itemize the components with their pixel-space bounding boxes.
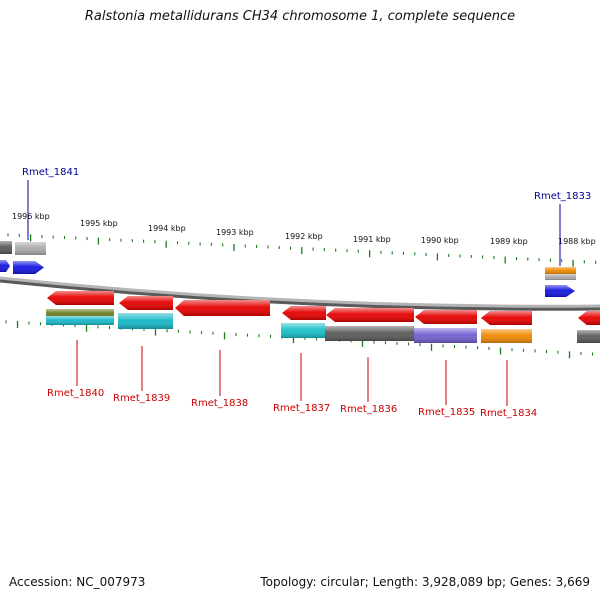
- reverse-gene-feature: [281, 323, 325, 338]
- gene-label[interactable]: Rmet_1834: [480, 408, 537, 419]
- gene-label[interactable]: Rmet_1837: [273, 403, 330, 414]
- forward-gene-feature: [545, 274, 576, 280]
- scale-ticks-lower: [5, 320, 594, 359]
- reverse-gene-feature: [578, 311, 600, 325]
- reverse-gene-feature: [325, 326, 414, 341]
- backbone-shadow: [0, 277, 600, 311]
- scale-ticks-upper: [7, 233, 597, 267]
- gene-label[interactable]: Rmet_1833: [534, 191, 591, 202]
- forward-gene-feature: [13, 261, 44, 274]
- forward-gene-feature: [0, 260, 10, 272]
- reverse-gene-feature: [175, 300, 270, 316]
- reverse-gene-feature: [119, 296, 173, 310]
- forward-gene-feature: [545, 267, 576, 274]
- backbone: [0, 276, 600, 308]
- forward-gene-feature: [15, 242, 46, 255]
- scale-label: 1992 kbp: [285, 232, 323, 241]
- reverse-gene-feature: [46, 316, 114, 325]
- reverse-gene-feature: [481, 329, 532, 343]
- scale-label: 1991 kbp: [353, 235, 391, 244]
- gene-labels: Rmet_1841 Rmet_1833 Rmet_1840 Rmet_1839 Rmet…: [22, 167, 591, 419]
- forward-gene-feature: [545, 285, 575, 297]
- gene-label[interactable]: Rmet_1838: [191, 398, 248, 409]
- gene-label[interactable]: Rmet_1835: [418, 407, 475, 418]
- scale-label: 1994 kbp: [148, 224, 186, 233]
- scale-label: 1996 kbp: [12, 212, 50, 221]
- gene-label[interactable]: Rmet_1840: [47, 388, 104, 399]
- reverse-gene-feature: [414, 328, 477, 343]
- reverse-gene-feature: [46, 309, 114, 318]
- reverse-gene-feature: [577, 330, 600, 343]
- scale-labels: 1996 kbp 1995 kbp 1994 kbp 1993 kbp 1992 kbp…: [12, 212, 596, 246]
- reverse-gene-feature: [118, 313, 173, 329]
- reverse-gene-feature: [481, 311, 532, 325]
- gene-label[interactable]: Rmet_1836: [340, 404, 397, 415]
- topology-text: Topology: circular; Length: 3,928,089 bp…: [260, 575, 590, 589]
- gene-label[interactable]: Rmet_1841: [22, 167, 79, 178]
- reverse-gene-feature: [282, 306, 326, 320]
- scale-label: 1995 kbp: [80, 219, 118, 228]
- gene-label[interactable]: Rmet_1839: [113, 393, 170, 404]
- reverse-gene-feature: [415, 310, 477, 324]
- scale-label: 1993 kbp: [216, 228, 254, 237]
- map-title: Ralstonia metallidurans CH34 chromosome …: [84, 9, 516, 24]
- scale-label: 1988 kbp: [558, 237, 596, 246]
- accession-text: Accession: NC_007973: [9, 575, 146, 589]
- reverse-gene-feature: [326, 308, 414, 322]
- scale-label: 1989 kbp: [490, 237, 528, 246]
- scale-label: 1990 kbp: [421, 236, 459, 245]
- reverse-gene-feature: [47, 291, 114, 305]
- forward-gene-feature: [0, 241, 12, 254]
- feature-track: [0, 241, 600, 343]
